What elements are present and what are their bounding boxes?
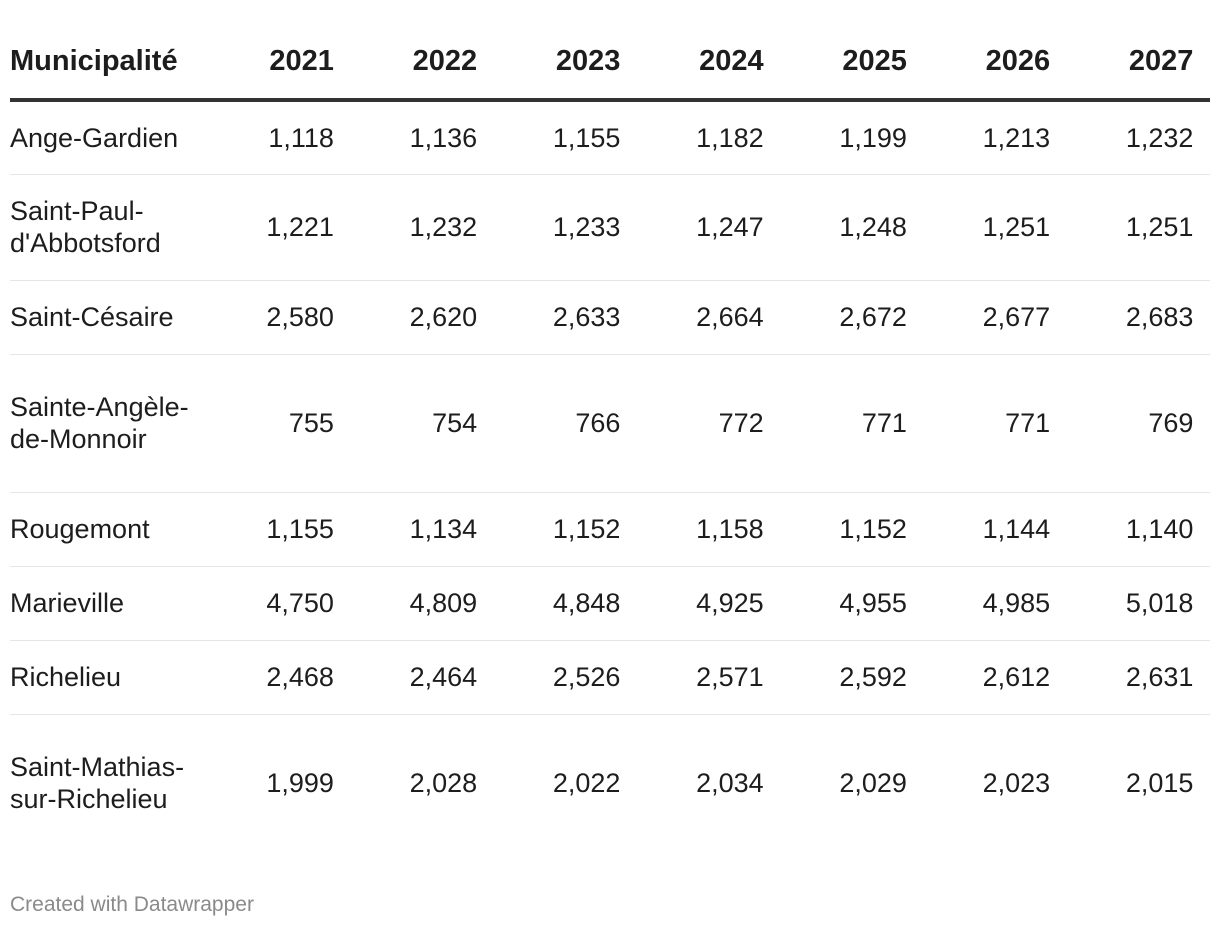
table-cell: 1,144 — [906, 492, 1051, 567]
footer-credit: Created with Datawrapper — [10, 893, 254, 916]
column-header[interactable]: 2021 — [190, 0, 334, 102]
table-cell: 2,633 — [477, 280, 621, 355]
table-row: Sainte-Angèle-de-Monnoir 755 754 766 772 771 7… — [10, 354, 1210, 493]
table-row: Saint-Mathias-sur-Richelieu 1,999 2,028 2,0… — [10, 714, 1210, 852]
table-cell: 2, — [1193, 280, 1210, 355]
table-cell: 2,683 — [1050, 280, 1194, 355]
table-row: Saint-Paul-d'Abbotsford 1,221 1,232 1,233 1,… — [10, 174, 1210, 281]
table-cell: 1,248 — [763, 174, 907, 281]
column-header[interactable]: 2026 — [906, 0, 1051, 102]
table-cell: 2, — [1193, 714, 1210, 852]
table-cell: 2,672 — [763, 280, 907, 355]
data-table: Municipalité 2021 2022 2023 2024 2025 20… — [10, 0, 1210, 852]
table-cell: 4,955 — [763, 566, 907, 641]
table-container: Municipalité 2021 2022 2023 2024 2025 20… — [10, 0, 1210, 860]
table-cell: 1,251 — [1050, 174, 1194, 281]
table-cell: 4,848 — [477, 566, 621, 641]
column-header[interactable]: 2022 — [333, 0, 478, 102]
column-header[interactable]: 20 — [1193, 0, 1210, 102]
table-cell: 772 — [620, 354, 764, 493]
column-header[interactable]: 2025 — [763, 0, 907, 102]
table-cell: 2,028 — [409, 768, 478, 799]
table-cell: 1,118 — [190, 100, 334, 175]
row-label: Ange-Gardien — [10, 100, 191, 175]
table-cell — [1193, 354, 1210, 493]
table-cell: 1,136 — [333, 100, 478, 175]
table-cell: 1,251 — [906, 174, 1051, 281]
table-cell: 1, — [1193, 100, 1210, 175]
table-cell: 2,631 — [1050, 640, 1194, 715]
table-cell: 1,247 — [620, 174, 764, 281]
table-cell: 1,134 — [333, 492, 478, 567]
row-label: Saint-Paul-d'Abbotsford — [10, 174, 191, 281]
table-cell: 2,620 — [333, 280, 478, 355]
table-cell: 2,022 — [552, 768, 621, 799]
table-cell: 1,199 — [763, 100, 907, 175]
column-header[interactable]: 2023 — [477, 0, 621, 102]
table-cell: 1,140 — [1050, 492, 1194, 567]
table-cell: 2,664 — [620, 280, 764, 355]
table-cell: 2,015 — [1125, 768, 1194, 799]
row-label: Rougemont — [10, 492, 191, 567]
table-cell: 2,571 — [620, 640, 764, 715]
table-cell: 2,468 — [190, 640, 334, 715]
table-row: Rougemont 1,155 1,134 1,152 1,158 1,152 1,144 1… — [10, 492, 1210, 567]
row-label: Saint-Césaire — [10, 280, 191, 355]
table-cell: 1,232 — [333, 174, 478, 281]
table-row: Richelieu 2,468 2,464 2,526 2,571 2,592 2,612 2… — [10, 640, 1210, 715]
table-row: Marieville 4,750 4,809 4,848 4,925 4,955 4,985… — [10, 566, 1210, 641]
column-header[interactable]: 2027 — [1050, 0, 1194, 102]
table-cell: 2,526 — [477, 640, 621, 715]
table-cell: 5, — [1193, 566, 1210, 641]
table-cell: 1,182 — [620, 100, 764, 175]
row-label: Sainte-Angèle-de-Monnoir — [10, 354, 191, 493]
table-cell: 1,999 — [266, 768, 334, 799]
table-cell: 1,233 — [477, 174, 621, 281]
table-cell: 1,158 — [620, 492, 764, 567]
table-cell: 1,152 — [763, 492, 907, 567]
table-cell: 1,155 — [477, 100, 621, 175]
table-cell: 4,750 — [190, 566, 334, 641]
row-label: Saint-Mathias-sur-Richelieu — [10, 752, 185, 815]
table-cell: 771 — [763, 354, 907, 493]
table-cell: 4,925 — [620, 566, 764, 641]
table-cell: 755 — [190, 354, 334, 493]
table-cell: 1, — [1193, 492, 1210, 567]
table-cell: 2,023 — [982, 768, 1051, 799]
table-cell: 766 — [477, 354, 621, 493]
column-header[interactable]: 2024 — [620, 0, 764, 102]
table-cell: 2,592 — [763, 640, 907, 715]
table-cell: 1,221 — [190, 174, 334, 281]
table-cell: 1,213 — [906, 100, 1051, 175]
table-cell: 2,612 — [906, 640, 1051, 715]
column-header[interactable]: Municipalité — [10, 0, 191, 102]
table-cell: 1, — [1193, 174, 1210, 281]
table-cell: 4,985 — [906, 566, 1051, 641]
table-cell: 2,464 — [333, 640, 478, 715]
table-cell: 5,018 — [1050, 566, 1194, 641]
table-cell: 2,034 — [696, 768, 764, 799]
header-row: Municipalité 2021 2022 2023 2024 2025 20… — [10, 0, 1210, 102]
table-cell: 1,155 — [190, 492, 334, 567]
table-cell: 754 — [333, 354, 478, 493]
table-cell: 1,232 — [1050, 100, 1194, 175]
table-row: Saint-Césaire 2,580 2,620 2,633 2,664 2,672 2,… — [10, 280, 1210, 355]
table-cell: 2,580 — [190, 280, 334, 355]
table-cell: 1,152 — [477, 492, 621, 567]
table-cell: 2, — [1193, 640, 1210, 715]
table-cell: 769 — [1050, 354, 1194, 493]
table-row: Ange-Gardien 1,118 1,136 1,155 1,182 1,199 1,2… — [10, 100, 1210, 175]
table-cell: 2,029 — [839, 768, 907, 799]
table-cell: 2,677 — [906, 280, 1051, 355]
row-label: Richelieu — [10, 640, 191, 715]
table-cell: 771 — [906, 354, 1051, 493]
table-cell: 4,809 — [333, 566, 478, 641]
row-label: Marieville — [10, 566, 191, 641]
